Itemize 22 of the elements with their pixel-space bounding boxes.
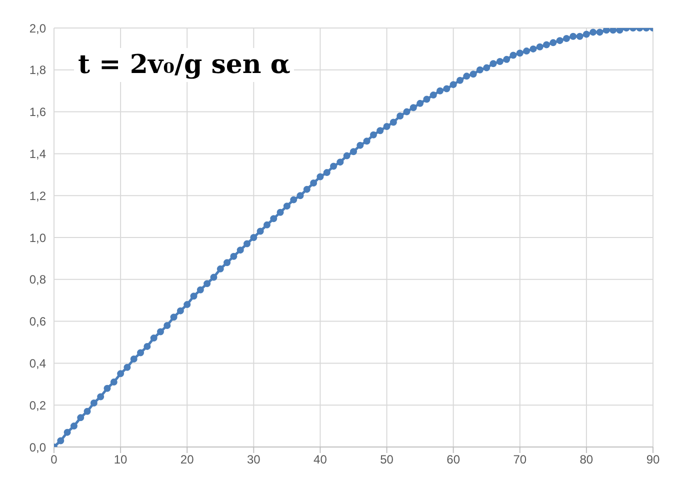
x-tick-label: 60 [446,452,460,467]
y-tick-label: 1,6 [29,105,46,120]
y-tick-label: 1,2 [29,188,46,203]
x-tick-label: 50 [380,452,394,467]
y-tick-label: 0,0 [29,440,46,454]
y-tick-label: 1,0 [29,230,46,245]
x-tick-label: 20 [180,452,194,467]
x-tick-label: 30 [246,452,261,467]
x-tick-label: 90 [646,452,660,467]
annotation: t = 2v₀/g sen α [74,48,294,82]
y-tick-label: 0,6 [29,314,46,329]
y-tick-label: 2,0 [29,21,46,36]
y-tick-label: 1,8 [29,63,46,78]
y-tick-label: 1,4 [29,146,46,161]
x-tick-label: 10 [114,452,128,467]
x-tick-label: 70 [513,452,527,467]
x-tick-label: 80 [580,452,594,467]
x-tick-label: 40 [314,452,328,467]
y-tick-label: 0,8 [29,272,46,287]
y-tick-label: 0,2 [29,398,46,412]
y-tick-label: 0,4 [29,356,46,370]
x-tick-label: 0 [50,452,58,467]
